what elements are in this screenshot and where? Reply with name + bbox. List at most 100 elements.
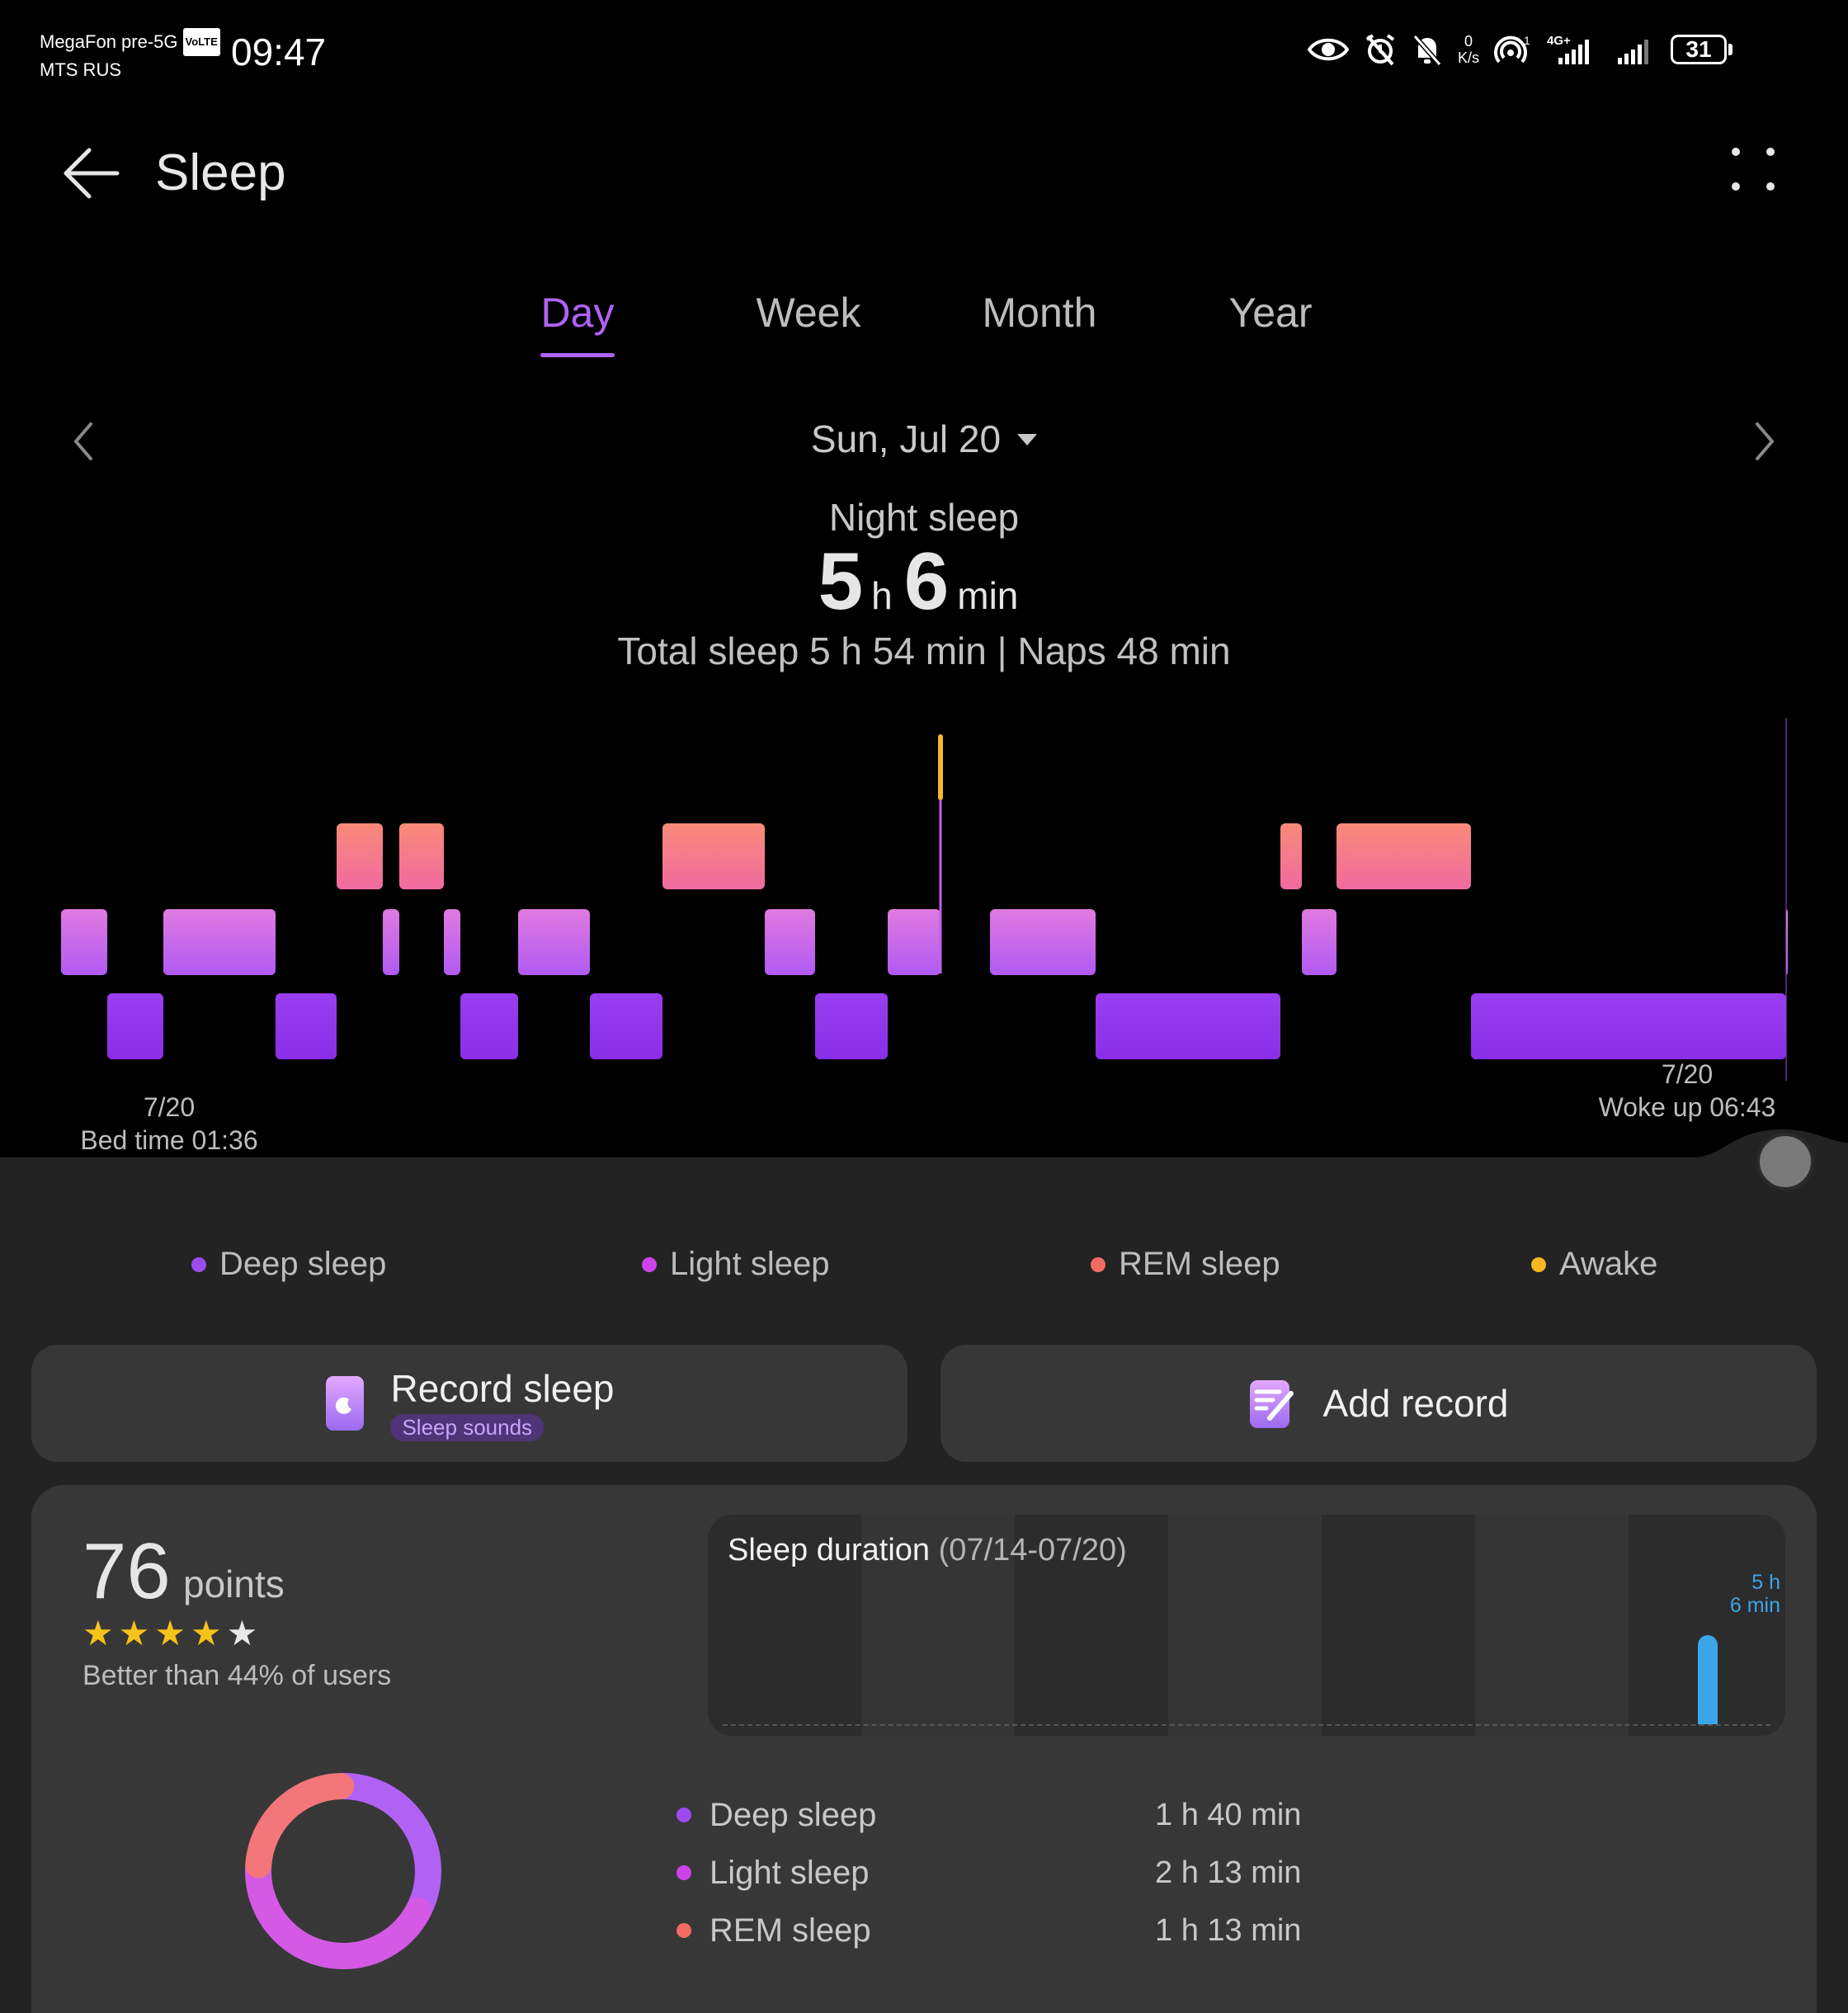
rem-sleep-block [399, 823, 444, 889]
legend-dot [191, 1256, 206, 1272]
sleep-sounds-badge: Sleep sounds [390, 1413, 544, 1441]
deep-sleep-block [460, 993, 518, 1059]
add-record-label: Add record [1322, 1382, 1509, 1425]
bed-date: 7/20 [143, 1092, 196, 1122]
legend-dot [1091, 1256, 1106, 1272]
status-icons: 0 K/s 1 4G+ 31 [1307, 33, 1732, 66]
breakdown-name: Light sleep [710, 1854, 870, 1891]
tab-month-label: Month [982, 290, 1097, 336]
rem-sleep-block [662, 823, 765, 889]
week-day-column [1168, 1515, 1322, 1736]
sleep-score-value: 76 [82, 1527, 171, 1615]
period-tabs: Day Week Month Year [0, 289, 1848, 363]
volte-badge: VoLTE [182, 28, 220, 56]
more-dots-icon [1732, 148, 1775, 191]
rem-sleep-block [1336, 823, 1471, 889]
add-record-button[interactable]: Add record [940, 1345, 1817, 1462]
sleep-stage-chart[interactable] [0, 718, 1848, 1089]
tab-year[interactable]: Year [1172, 289, 1370, 337]
legend-label: REM sleep [1119, 1246, 1280, 1282]
back-button[interactable] [59, 140, 125, 206]
breakdown-dot [676, 1923, 691, 1938]
sleep-hours-unit: h [871, 574, 893, 617]
network-speed-unit: K/s [1457, 50, 1479, 66]
sleep-stage-blocks [61, 734, 1788, 1059]
bed-time-label: 7/20 Bed time 01:36 [50, 1091, 289, 1157]
breakdown-name: REM sleep [710, 1912, 871, 1949]
sleep-stage-donut [245, 1773, 441, 1969]
tab-day-label: Day [540, 290, 615, 336]
night-sleep-label: Night sleep [828, 496, 1020, 539]
light-sleep-block [518, 909, 590, 975]
breakdown-value: 2 h 13 min [1155, 1855, 1302, 1890]
star-filled-icon: ★ [154, 1614, 186, 1652]
tab-week[interactable]: Week [710, 289, 908, 337]
sleep-duration-title: Sleep duration (07/14-07/20) [728, 1533, 1127, 1568]
deep-sleep-block [276, 993, 337, 1059]
legend-rem-sleep: REM sleep [1091, 1246, 1280, 1283]
network-speed-value: 0 [1464, 33, 1473, 50]
breakdown-dot [676, 1808, 691, 1822]
score-comparison: Better than 44% of users [82, 1660, 392, 1691]
previous-day-button[interactable] [59, 412, 109, 470]
legend-label: Deep sleep [219, 1246, 387, 1282]
record-sleep-label: Record sleep [390, 1366, 615, 1410]
bar-label-hours: 5 h [1751, 1571, 1780, 1594]
week-day-column [1475, 1515, 1629, 1736]
date-selector[interactable]: Sun, Jul 20 [811, 417, 1038, 460]
chart-baseline [723, 1724, 1770, 1726]
wake-time-label: 7/20 Woke up 06:43 [1568, 1058, 1807, 1124]
rem-sleep-block [337, 823, 383, 889]
mute-notifications-icon [1412, 35, 1442, 66]
tab-month[interactable]: Month [940, 289, 1138, 337]
legend-dot [1531, 1256, 1546, 1272]
stage-legend: Deep sleep Light sleep REM sleep Awake [0, 1246, 1848, 1295]
week-day-column [861, 1515, 1015, 1736]
star-filled-icon: ★ [118, 1614, 150, 1652]
more-options-button[interactable] [1724, 140, 1782, 198]
star-filled-icon: ★ [82, 1614, 114, 1652]
next-day-button[interactable] [1739, 412, 1789, 470]
wake-time: Woke up 06:43 [1598, 1092, 1776, 1122]
legend-awake: Awake [1531, 1246, 1657, 1283]
legend-label: Light sleep [670, 1246, 830, 1282]
chevron-right-icon [1756, 422, 1775, 460]
breakdown-dot [676, 1865, 691, 1880]
week-day-column [1015, 1515, 1168, 1736]
sleep-score-unit: points [183, 1563, 285, 1605]
carrier-info: MegaFon pre-5G VoLTE MTS RUS [40, 28, 220, 84]
deep-sleep-block [1471, 993, 1786, 1059]
record-sleep-button[interactable]: Record sleep Sleep sounds [31, 1345, 908, 1462]
status-clock: 09:47 [231, 31, 327, 73]
wake-date: 7/20 [1661, 1059, 1714, 1089]
legend-label: Awake [1559, 1246, 1658, 1282]
score-stars: ★ ★ ★ ★ ★ [82, 1615, 257, 1652]
light-sleep-block [61, 909, 107, 975]
light-sleep-block [163, 909, 276, 975]
record-sleep-icon [326, 1376, 365, 1431]
battery-level: 31 [1671, 35, 1727, 64]
light-sleep-block [383, 909, 399, 975]
breakdown-value: 1 h 13 min [1155, 1912, 1302, 1948]
duration-range: (07/14-07/20) [938, 1533, 1127, 1568]
deep-sleep-block [590, 993, 662, 1059]
rem-sleep-block [1280, 823, 1302, 889]
arrow-left-icon [64, 148, 120, 199]
light-sleep-block [888, 909, 940, 975]
signal-4g-icon: 4G+ [1547, 34, 1589, 64]
bed-time: Bed time 01:36 [80, 1125, 258, 1155]
page-title: Sleep [155, 144, 286, 201]
sleep-minutes: 6 [903, 535, 950, 626]
bar-label-minutes: 6 min [1729, 1594, 1780, 1617]
legend-deep-sleep: Deep sleep [191, 1246, 386, 1283]
light-sleep-block [1302, 909, 1336, 975]
duration-title-text: Sleep duration [728, 1533, 931, 1568]
night-sleep-duration: 5 h 6 min [0, 535, 1848, 628]
sim-slot-label: 1 [1524, 34, 1530, 47]
star-filled-icon: ★ [190, 1614, 222, 1652]
donut-segment-rem-sleep [245, 1773, 441, 1969]
chart-scrub-handle[interactable] [1756, 1133, 1814, 1190]
tab-day[interactable]: Day [478, 289, 676, 357]
